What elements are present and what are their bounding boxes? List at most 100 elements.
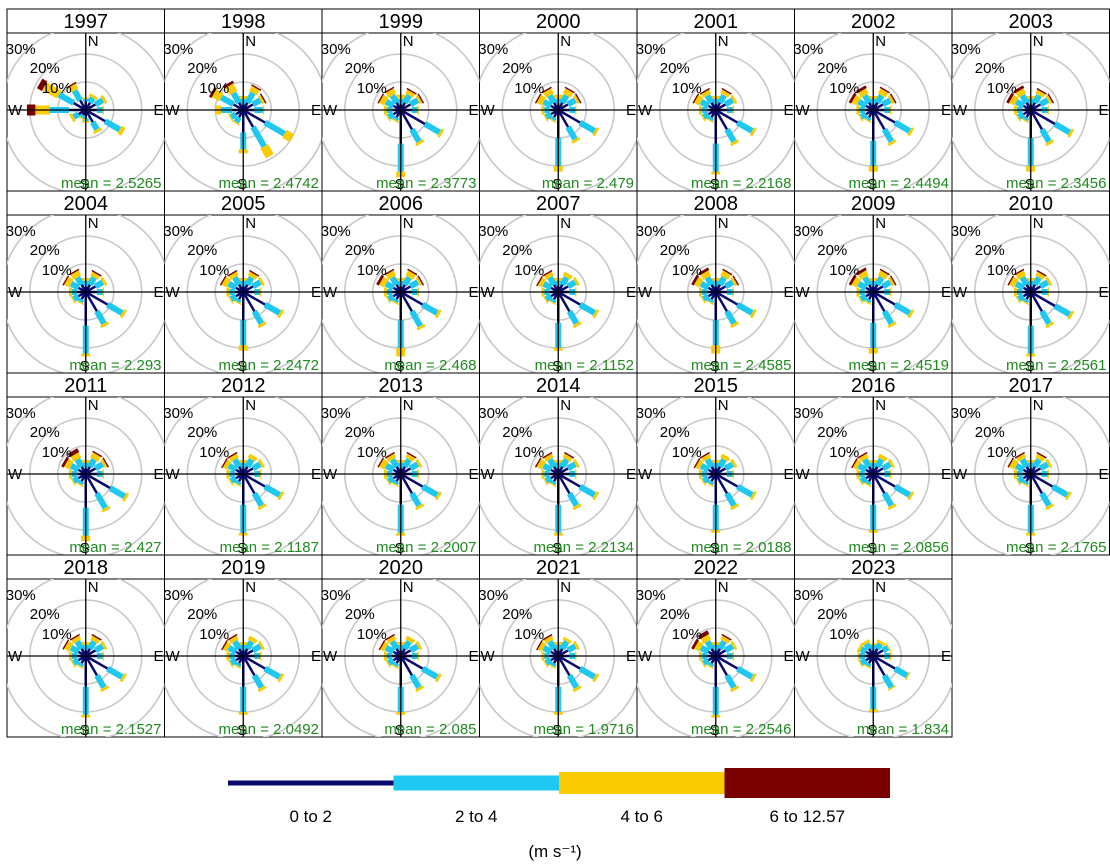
- east-label: E: [783, 102, 793, 119]
- petal-300-1: [699, 281, 710, 291]
- ring-label-30%: 30%: [163, 223, 193, 240]
- petal-150-0: [1029, 473, 1044, 495]
- petal-30-2: [562, 271, 573, 280]
- legend-label-3: 6 to 12.57: [769, 807, 845, 826]
- petal-120-0: [242, 472, 266, 488]
- petal-330-1: [704, 457, 715, 469]
- petal-330-1: [704, 639, 715, 651]
- petal-210-1: [865, 479, 872, 486]
- ring-label-30%: 30%: [321, 41, 351, 58]
- petal-330-3: [857, 451, 868, 459]
- panel-title-box: [479, 8, 638, 34]
- petal-30-1: [402, 457, 412, 469]
- petal-330-2: [858, 453, 869, 462]
- petal-240-2: [542, 113, 549, 122]
- petal-330-0: [867, 284, 875, 293]
- panel-title: 1997: [64, 11, 109, 33]
- petal-150-2: [887, 503, 897, 511]
- petal-300-1: [542, 645, 553, 655]
- petal-240-2: [857, 295, 864, 304]
- petal-210-1: [550, 115, 557, 122]
- ring-label-10%: 10%: [199, 80, 229, 97]
- petal-210-1: [233, 115, 242, 124]
- petal-120-2: [592, 491, 600, 501]
- petal-330-2: [858, 270, 869, 280]
- petal-330-0: [552, 466, 560, 475]
- ring-label-20%: 20%: [30, 242, 60, 259]
- petal-120-2: [904, 671, 911, 681]
- panel-title: 2022: [694, 557, 739, 579]
- petal-30-2: [90, 452, 101, 462]
- petal-60-2: [257, 276, 265, 287]
- petal-150-1: [566, 491, 580, 508]
- ring-label-30%: 30%: [636, 405, 666, 422]
- petal-330-3: [384, 633, 396, 641]
- petal-60-2: [415, 276, 423, 287]
- petal-330-3: [223, 80, 235, 89]
- petal-60-1: [881, 645, 890, 653]
- panel-title-box: [794, 372, 953, 398]
- petal-60-1: [408, 279, 420, 289]
- petal-300-1: [384, 281, 395, 291]
- petal-120-0: [557, 472, 581, 488]
- legend-swatch-1: [393, 775, 559, 791]
- petal-330-0: [867, 102, 875, 111]
- south-label: S: [1025, 358, 1035, 375]
- petal-60-1: [93, 643, 105, 653]
- petal-150-0: [557, 291, 571, 313]
- petal-300-3: [377, 457, 385, 468]
- petal-120-1: [893, 484, 912, 498]
- panel-title: 2005: [221, 193, 266, 215]
- petal-210-2: [705, 663, 715, 670]
- petal-120-1: [893, 302, 912, 316]
- petal-60-2: [1045, 94, 1053, 105]
- panel-title: 2011: [64, 375, 107, 397]
- petal-60-2: [257, 640, 265, 651]
- petal-240-2: [70, 477, 76, 486]
- mean-label: mean = 2.427: [69, 539, 161, 556]
- south-label: S: [237, 176, 247, 193]
- petal-60-2: [415, 458, 423, 469]
- petal-330-0: [395, 102, 402, 111]
- ring-label-20%: 20%: [502, 242, 532, 259]
- petal-60-2: [887, 458, 895, 469]
- petal-150-1: [1039, 309, 1052, 326]
- petal-210-2: [75, 663, 85, 670]
- petal-30-1: [402, 93, 412, 105]
- petal-300-2: [694, 94, 704, 106]
- petal-60-2: [730, 640, 738, 651]
- petal-210-1: [550, 479, 557, 486]
- petal-30-2: [247, 271, 258, 280]
- petal-120-1: [578, 302, 597, 316]
- petal-60-2: [730, 458, 738, 469]
- petal-150-2: [257, 503, 267, 511]
- petal-150-0: [399, 655, 414, 677]
- petal-300-2: [64, 458, 74, 470]
- petal-240-1: [1017, 293, 1025, 302]
- panel-plot-area: [164, 579, 322, 737]
- petal-210-2: [390, 663, 400, 670]
- petal-30-2: [720, 89, 731, 98]
- petal-60-3: [889, 93, 897, 104]
- petal-120-0: [557, 108, 581, 124]
- north-label: N: [875, 215, 886, 232]
- petal-210-1: [865, 115, 872, 122]
- petal-330-0: [80, 466, 87, 475]
- petal-240-2: [700, 113, 706, 122]
- petal-120-0: [400, 108, 426, 126]
- petal-330-0: [237, 284, 245, 293]
- ring-label-20%: 20%: [502, 606, 532, 623]
- ring-label-10%: 10%: [829, 444, 859, 461]
- petal-30-1: [559, 275, 570, 287]
- petal-120-1: [578, 484, 597, 498]
- panel-plot-area: [164, 33, 322, 191]
- panel-title: 2023: [851, 557, 896, 579]
- mean-label: mean = 2.479: [542, 175, 634, 192]
- panel-title: 2015: [694, 375, 739, 397]
- ring-label-20%: 20%: [817, 242, 847, 259]
